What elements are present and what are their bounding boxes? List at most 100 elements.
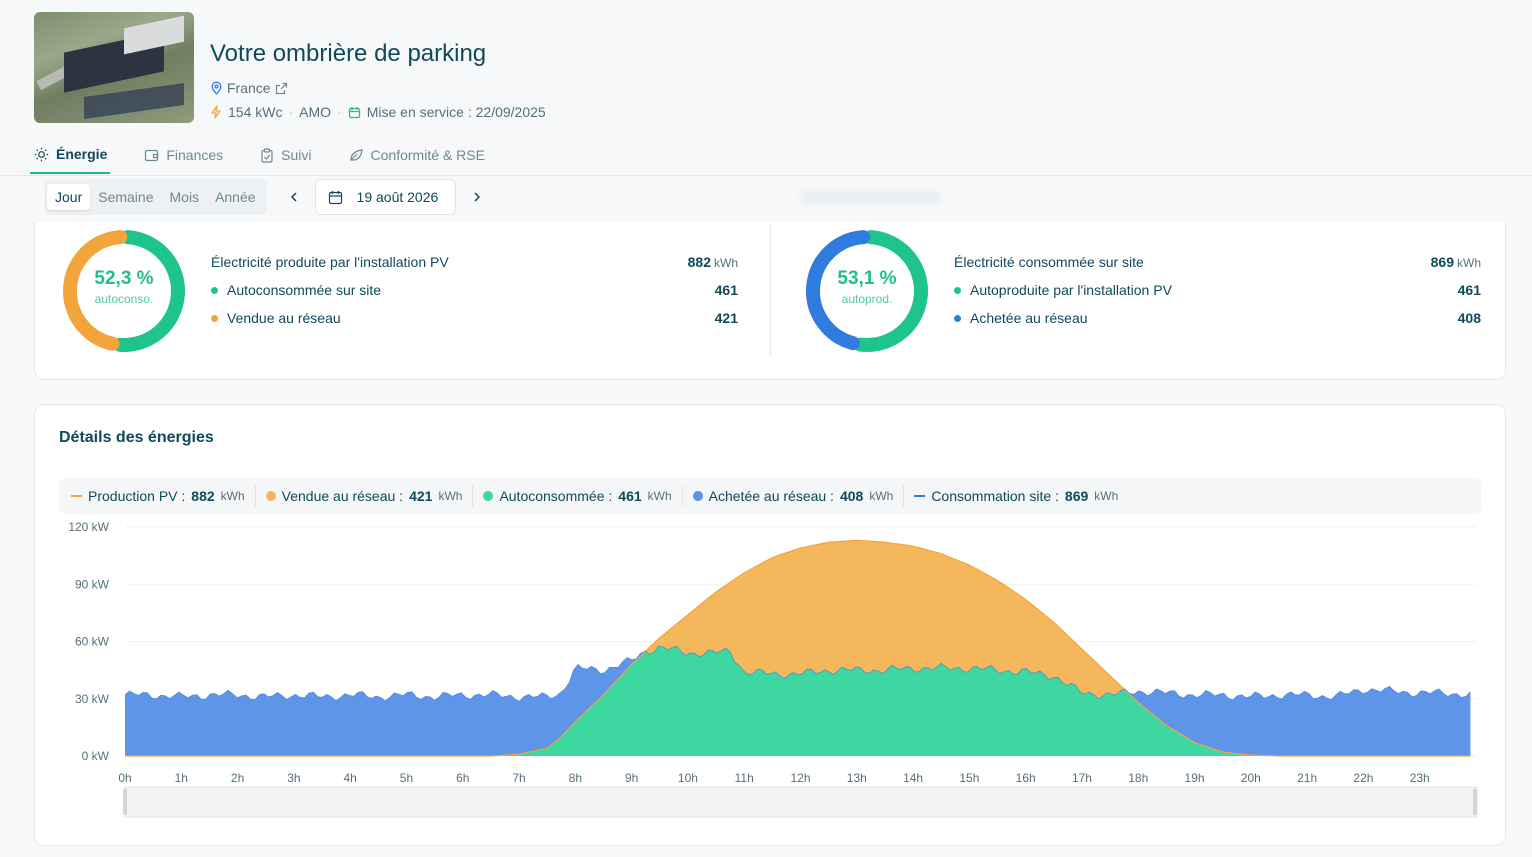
x-tick-label: 19h — [1185, 771, 1205, 785]
vendue-label: Vendue au réseau — [227, 310, 341, 326]
production-stats: Électricité produite par l'installation … — [211, 252, 738, 342]
details-title: Détails des énergies — [59, 429, 214, 446]
y-tick-label: 0 kW — [82, 749, 110, 763]
tab-energie[interactable]: Énergie — [30, 140, 111, 174]
dot-marker-icon — [483, 491, 494, 501]
vendue-value: 421 — [714, 310, 738, 326]
legend-consommation-site[interactable]: Consommation site : 869 kWh — [914, 485, 1128, 507]
chevron-left-icon — [290, 192, 297, 202]
legend-value: 421 — [409, 488, 433, 504]
energy-area-chart[interactable]: 0 kW 30 kW 60 kW 90 kW 120 kW 0h 1h 2h 3h 4h 5h 6h 7… — [35, 517, 1505, 822]
dot-marker-icon — [692, 491, 703, 501]
x-tick-label: 12h — [790, 771, 810, 785]
chart-legend: Production PV : 882 kWh Vendue au réseau… — [59, 478, 1481, 514]
clipboard-icon — [260, 147, 274, 163]
autoprod-donut: 53,1 % autoprod. — [804, 228, 930, 354]
summary-card: 52,3 % autoconso. Électricité produite p… — [34, 222, 1506, 380]
legend-achetee-reseau[interactable]: Achetée au réseau : 408 kWh — [692, 485, 905, 507]
x-tick-label: 3h — [287, 771, 300, 785]
period-semaine[interactable]: Semaine — [98, 189, 154, 205]
date-picker[interactable]: 19 août 2026 — [314, 179, 457, 215]
tab-conformite-rse[interactable]: Conformité & RSE — [345, 140, 488, 174]
achetee-dot — [954, 314, 961, 322]
donut-segment-primary — [853, 230, 928, 352]
legend-vendue-reseau[interactable]: Vendue au réseau : 421 kWh — [265, 485, 474, 507]
wallet-icon — [144, 148, 159, 162]
previous-date-button[interactable] — [283, 186, 305, 208]
x-tick-label: 13h — [847, 771, 867, 785]
x-tick-label: 20h — [1241, 771, 1261, 785]
site-power: 154 kWc — [228, 104, 283, 120]
period-toolbar: Jour Semaine Mois Année 19 août 2026 — [44, 179, 488, 215]
period-mois[interactable]: Mois — [169, 189, 200, 205]
commissioning-date: Mise en service : 22/09/2025 — [366, 104, 546, 120]
selected-date: 19 août 2026 — [356, 189, 439, 205]
autoconso-percent: 52,3 % — [94, 268, 154, 289]
line-marker-icon — [914, 495, 926, 497]
blurred-placeholder — [800, 190, 940, 204]
legend-production-pv[interactable]: Production PV : 882 kWh — [71, 485, 256, 507]
tab-finances[interactable]: Finances — [140, 140, 226, 174]
legend-label: Vendue au réseau : — [281, 488, 404, 504]
x-tick-label: 0h — [118, 771, 131, 785]
x-tick-label: 6h — [456, 771, 469, 785]
consumption-stats: Électricité consommée sur site 869 kWh Au… — [954, 252, 1481, 342]
site-meta: 154 kWc · AMO · Mise en service : 22/09/… — [210, 104, 546, 120]
production-pv-line — [125, 539, 1471, 757]
slider-handle-left — [123, 789, 127, 815]
consumption-total: 869 — [1430, 254, 1454, 270]
lightning-icon — [210, 105, 222, 119]
autoconso-label: autoconso. — [94, 292, 154, 306]
x-tick-label: 16h — [1016, 771, 1036, 785]
consommation-site-line — [124, 645, 1471, 702]
period-annee[interactable]: Année — [215, 189, 256, 205]
period-selector: Jour Semaine Mois Année — [44, 179, 267, 215]
x-tick-label: 8h — [569, 771, 582, 785]
x-tick-label: 15h — [959, 771, 979, 785]
x-tick-label: 23h — [1410, 771, 1430, 785]
autoconsommee-label: Autoconsommée sur site — [227, 282, 382, 298]
legend-label: Achetée au réseau : — [708, 488, 834, 504]
x-tick-label: 5h — [400, 771, 413, 785]
consumption-unit: kWh — [1457, 256, 1481, 270]
autoconsommee-value: 461 — [714, 282, 738, 298]
site-location[interactable]: France — [210, 80, 288, 96]
autoconsommee-dot — [211, 286, 218, 294]
donut-segment-secondary — [63, 230, 128, 351]
sun-icon — [34, 147, 49, 162]
dot-marker-icon — [265, 491, 276, 501]
legend-value: 882 — [191, 488, 215, 504]
tab-label: Suivi — [281, 147, 312, 163]
tab-suivi[interactable]: Suivi — [256, 140, 314, 174]
legend-label: Autoconsommée : — [499, 488, 613, 504]
site-photo — [34, 12, 194, 123]
tab-label: Énergie — [56, 146, 108, 162]
consumption-title: Électricité consommée sur site — [954, 254, 1144, 270]
leaf-icon — [349, 148, 364, 162]
achetee-label: Achetée au réseau — [970, 310, 1088, 326]
donut-segment-primary — [112, 230, 186, 352]
summary-divider — [770, 224, 771, 356]
legend-label: Consommation site : — [931, 488, 1059, 504]
autoconso-donut: 52,3 % autoconso. — [61, 228, 187, 354]
legend-autoconsommee[interactable]: Autoconsommée : 461 kWh — [483, 485, 683, 507]
calendar-icon — [328, 190, 343, 205]
external-link-icon[interactable] — [275, 82, 288, 95]
production-total: 882 — [687, 254, 711, 270]
period-jour[interactable]: Jour — [47, 184, 91, 210]
y-tick-label: 60 kW — [75, 635, 110, 649]
x-tick-label: 9h — [625, 771, 638, 785]
x-tick-label: 4h — [343, 771, 356, 785]
x-tick-label: 17h — [1072, 771, 1092, 785]
slider-handle-right — [1473, 789, 1477, 815]
production-title: Électricité produite par l'installation … — [211, 254, 449, 270]
x-tick-label: 22h — [1353, 771, 1373, 785]
legend-value: 408 — [839, 488, 864, 504]
x-tick-label: 1h — [175, 771, 188, 785]
y-tick-label: 120 kW — [68, 520, 109, 534]
line-marker-icon — [71, 495, 82, 497]
next-date-button[interactable] — [466, 186, 488, 208]
x-tick-label: 21h — [1297, 771, 1317, 785]
legend-value: 461 — [618, 488, 642, 504]
page-title: Votre ombrière de parking — [210, 40, 487, 67]
